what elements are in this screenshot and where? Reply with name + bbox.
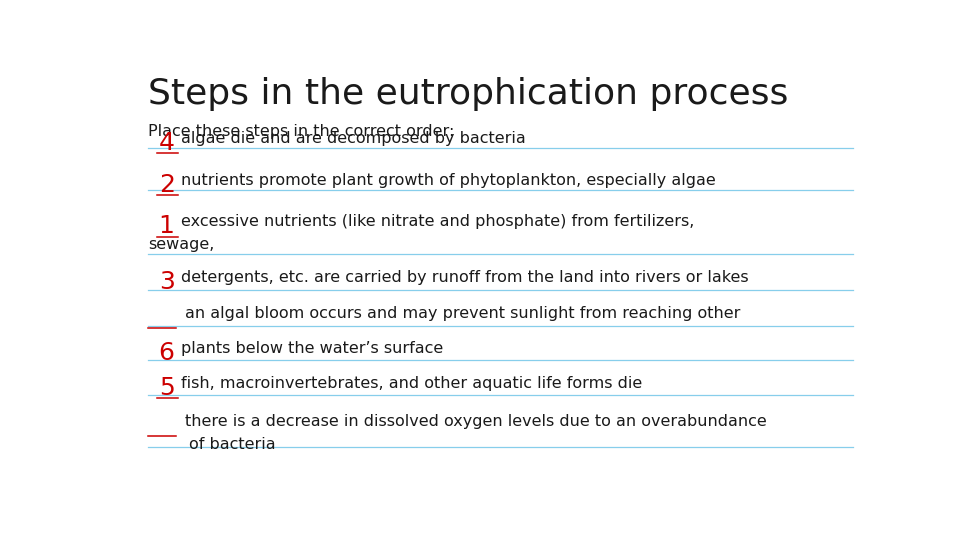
Text: nutrients promote plant growth of phytoplankton, especially algae: nutrients promote plant growth of phytop… bbox=[181, 173, 716, 188]
Text: algae die and are decomposed by bacteria: algae die and are decomposed by bacteria bbox=[181, 131, 526, 146]
Text: detergents, etc. are carried by runoff from the land into rivers or lakes: detergents, etc. are carried by runoff f… bbox=[181, 270, 749, 285]
Text: 6: 6 bbox=[158, 341, 175, 365]
Text: sewage,: sewage, bbox=[148, 238, 215, 252]
Text: an algal bloom occurs and may prevent sunlight from reaching other: an algal bloom occurs and may prevent su… bbox=[184, 306, 740, 321]
Text: of bacteria: of bacteria bbox=[148, 437, 276, 452]
Text: fish, macroinvertebrates, and other aquatic life forms die: fish, macroinvertebrates, and other aqua… bbox=[181, 376, 642, 392]
Text: Place these steps in the correct order:: Place these steps in the correct order: bbox=[148, 124, 455, 139]
Text: 4: 4 bbox=[158, 131, 175, 156]
Text: Steps in the eutrophication process: Steps in the eutrophication process bbox=[148, 77, 789, 111]
Text: plants below the water’s surface: plants below the water’s surface bbox=[181, 341, 444, 356]
Text: 1: 1 bbox=[158, 214, 175, 239]
Text: 2: 2 bbox=[158, 173, 175, 197]
Text: 3: 3 bbox=[158, 270, 175, 294]
Text: 5: 5 bbox=[158, 376, 175, 400]
Text: there is a decrease in dissolved oxygen levels due to an overabundance: there is a decrease in dissolved oxygen … bbox=[184, 414, 766, 429]
Text: excessive nutrients (like nitrate and phosphate) from fertilizers,: excessive nutrients (like nitrate and ph… bbox=[181, 214, 694, 230]
